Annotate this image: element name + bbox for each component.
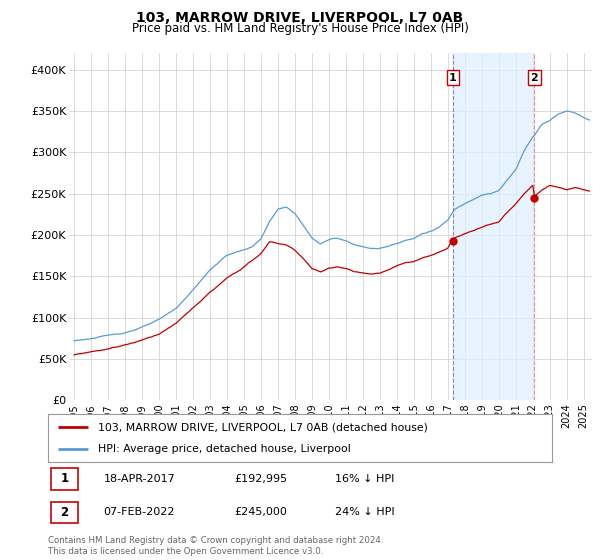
Text: Contains HM Land Registry data © Crown copyright and database right 2024.
This d: Contains HM Land Registry data © Crown c… xyxy=(48,536,383,556)
Text: Price paid vs. HM Land Registry's House Price Index (HPI): Price paid vs. HM Land Registry's House … xyxy=(131,22,469,35)
FancyBboxPatch shape xyxy=(50,468,78,489)
Text: 07-FEB-2022: 07-FEB-2022 xyxy=(103,507,175,517)
Text: 2: 2 xyxy=(61,506,68,519)
Text: £245,000: £245,000 xyxy=(235,507,287,517)
Text: 1: 1 xyxy=(449,72,457,82)
Text: 103, MARROW DRIVE, LIVERPOOL, L7 0AB: 103, MARROW DRIVE, LIVERPOOL, L7 0AB xyxy=(136,11,464,25)
Text: 103, MARROW DRIVE, LIVERPOOL, L7 0AB (detached house): 103, MARROW DRIVE, LIVERPOOL, L7 0AB (de… xyxy=(98,422,428,432)
Text: 1: 1 xyxy=(61,473,68,486)
Text: 18-APR-2017: 18-APR-2017 xyxy=(103,474,175,484)
Text: 16% ↓ HPI: 16% ↓ HPI xyxy=(335,474,395,484)
Text: £192,995: £192,995 xyxy=(235,474,287,484)
FancyBboxPatch shape xyxy=(50,502,78,523)
Text: 24% ↓ HPI: 24% ↓ HPI xyxy=(335,507,395,517)
Text: HPI: Average price, detached house, Liverpool: HPI: Average price, detached house, Live… xyxy=(98,444,351,454)
Bar xyxy=(453,53,535,400)
Text: 2: 2 xyxy=(530,72,538,82)
